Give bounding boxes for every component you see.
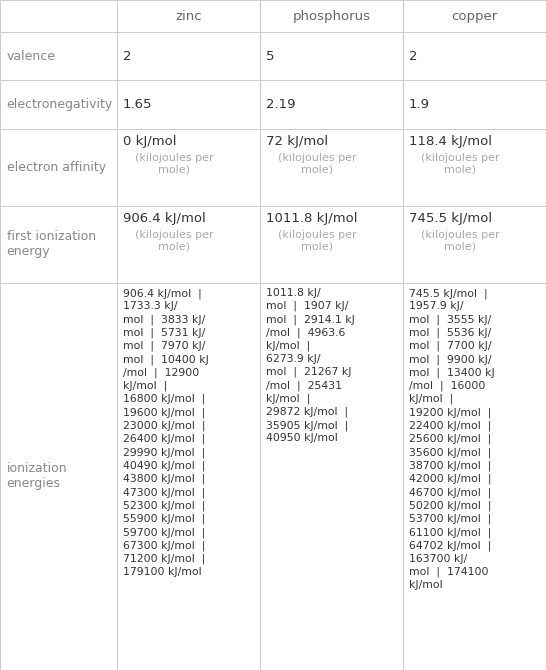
Text: 906.4 kJ/mol: 906.4 kJ/mol [123, 212, 206, 225]
Text: 118.4 kJ/mol: 118.4 kJ/mol [409, 135, 492, 148]
Bar [403, 283, 546, 670]
Text: electron affinity: electron affinity [7, 161, 106, 174]
Text: ionization
energies: ionization energies [7, 462, 67, 490]
Text: zinc: zinc [176, 9, 202, 23]
Bar [0, 283, 117, 670]
Bar [403, 80, 546, 129]
Text: 2: 2 [123, 50, 132, 63]
Bar [403, 129, 546, 206]
Bar [0, 32, 117, 80]
Bar [117, 32, 260, 80]
Text: (kilojoules per
mole): (kilojoules per mole) [420, 230, 499, 251]
Text: electronegativity: electronegativity [7, 98, 113, 111]
Text: 745.5 kJ/mol  |
1957.9 kJ/
mol  |  3555 kJ/
mol  |  5536 kJ/
mol  |  7700 kJ/
mo: 745.5 kJ/mol | 1957.9 kJ/ mol | 3555 kJ/… [409, 288, 495, 590]
Text: (kilojoules per
mole): (kilojoules per mole) [420, 153, 499, 174]
Text: copper: copper [452, 9, 498, 23]
Text: phosphorus: phosphorus [293, 9, 371, 23]
Text: 745.5 kJ/mol: 745.5 kJ/mol [409, 212, 492, 225]
Bar [0, 0, 117, 32]
Text: 2: 2 [409, 50, 418, 63]
Bar [117, 283, 260, 670]
Text: valence: valence [7, 50, 56, 63]
Bar [117, 129, 260, 206]
Bar [117, 80, 260, 129]
Bar [403, 32, 546, 80]
Bar [403, 206, 546, 283]
Text: 1011.8 kJ/
mol  |  1907 kJ/
mol  |  2914.1 kJ
/mol  |  4963.6
kJ/mol  |
6273.9 k: 1011.8 kJ/ mol | 1907 kJ/ mol | 2914.1 k… [266, 288, 355, 444]
Bar [0, 80, 117, 129]
Text: (kilojoules per
mole): (kilojoules per mole) [134, 230, 213, 251]
Text: 1.65: 1.65 [123, 98, 152, 111]
Text: 0 kJ/mol: 0 kJ/mol [123, 135, 176, 148]
Bar [0, 129, 117, 206]
Bar [260, 80, 403, 129]
Text: (kilojoules per
mole): (kilojoules per mole) [134, 153, 213, 174]
Text: 1.9: 1.9 [409, 98, 430, 111]
Bar [117, 206, 260, 283]
Bar [403, 0, 546, 32]
Text: 5: 5 [266, 50, 275, 63]
Bar [260, 129, 403, 206]
Bar [0, 206, 117, 283]
Text: 1011.8 kJ/mol: 1011.8 kJ/mol [266, 212, 358, 225]
Text: 2.19: 2.19 [266, 98, 295, 111]
Bar [260, 206, 403, 283]
Text: (kilojoules per
mole): (kilojoules per mole) [277, 153, 356, 174]
Text: 72 kJ/mol: 72 kJ/mol [266, 135, 328, 148]
Bar [260, 283, 403, 670]
Text: 906.4 kJ/mol  |
1733.3 kJ/
mol  |  3833 kJ/
mol  |  5731 kJ/
mol  |  7970 kJ/
mo: 906.4 kJ/mol | 1733.3 kJ/ mol | 3833 kJ/… [123, 288, 209, 577]
Text: first ionization
energy: first ionization energy [7, 230, 96, 258]
Bar [260, 0, 403, 32]
Text: (kilojoules per
mole): (kilojoules per mole) [277, 230, 356, 251]
Bar [117, 0, 260, 32]
Bar [260, 32, 403, 80]
